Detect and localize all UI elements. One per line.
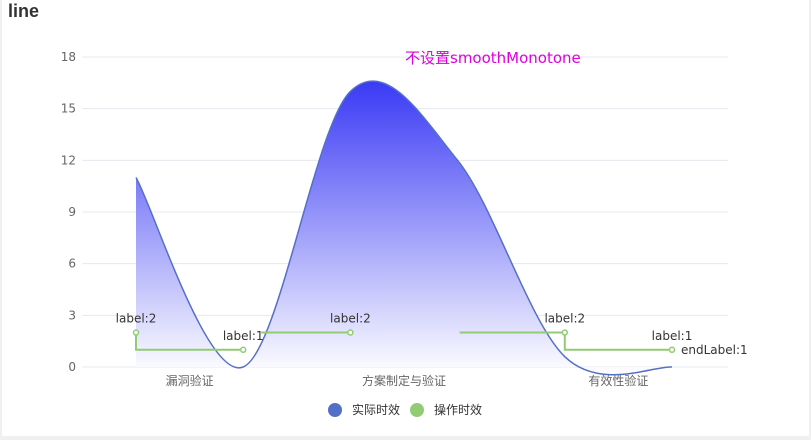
data-point [132,329,140,336]
y-tick-label: 12 [61,153,76,167]
series-area-actual [136,81,672,375]
data-label: label:2 [116,312,157,326]
y-axis: 0 3 6 9 12 15 18 [61,50,76,374]
data-label: label:1 [652,329,693,343]
x-tick-label: 有效性验证 [588,373,648,388]
legend-label: 实际时效 [352,402,400,417]
end-label: endLabel:1 [681,343,748,357]
legend[interactable]: 实际时效 操作时效 [328,402,482,417]
data-label: label:1 [223,329,264,343]
y-tick-label: 15 [61,102,76,116]
data-point [347,329,354,336]
data-point [561,329,569,336]
x-axis: 漏洞验证 方案制定与验证 有效性验证 [166,373,649,388]
data-point [668,346,676,354]
legend-item[interactable]: 操作时效 [410,402,482,417]
chart-annotation: 不设置smoothMonotone [405,49,581,67]
x-tick-label: 方案制定与验证 [362,373,446,388]
data-point [239,346,247,354]
y-tick-label: 9 [68,205,76,219]
y-tick-label: 6 [68,257,76,271]
series-line-actual [135,80,673,376]
y-tick-label: 18 [61,50,76,64]
legend-marker [410,403,424,417]
series-line-operation [135,331,672,351]
data-label: label:2 [330,312,371,326]
x-tick-label: 漏洞验证 [166,373,214,388]
legend-item[interactable]: 实际时效 [328,402,400,417]
legend-marker [328,403,342,417]
page-title: line [8,1,40,21]
data-label: label:2 [544,312,585,326]
y-tick-label: 0 [68,360,76,374]
legend-label: 操作时效 [434,402,482,417]
y-tick-label: 3 [68,308,76,322]
